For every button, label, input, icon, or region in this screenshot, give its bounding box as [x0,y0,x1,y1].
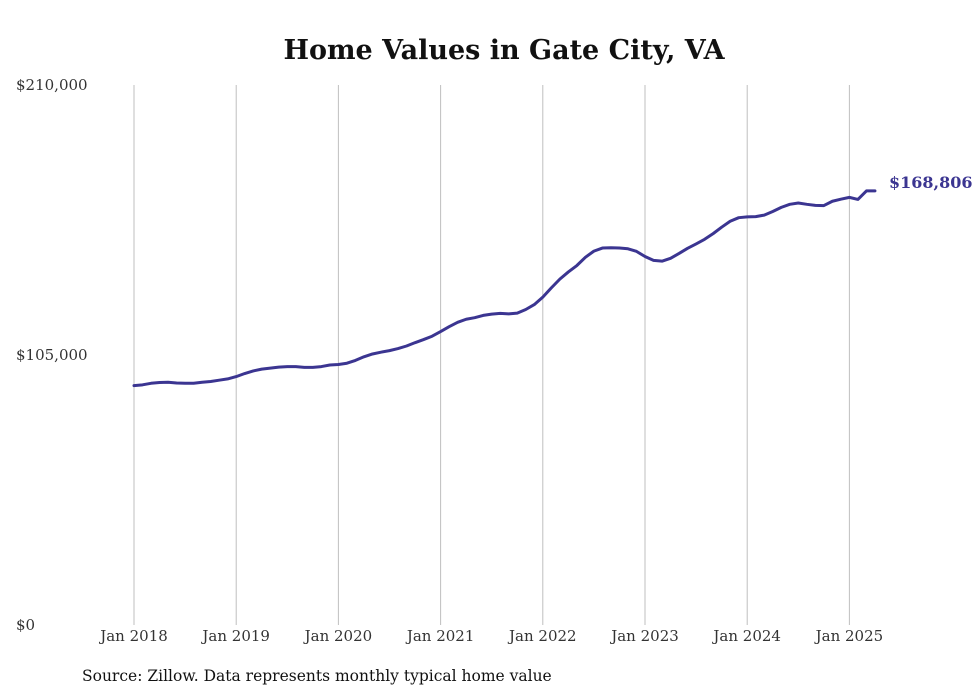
x-axis-ticks: Jan 2018 Jan 2019 Jan 2020 Jan 2021 Jan 2022… [98,627,883,645]
y-tick-label: $0 [16,616,35,634]
x-tick-label: Jan 2023 [609,627,679,645]
x-tick-label: Jan 2018 [98,627,168,645]
x-tick-label: Jan 2021 [405,627,475,645]
series-line-0 [132,189,877,388]
y-tick-label: $105,000 [16,346,88,364]
chart-title: Home Values in Gate City, VA [283,35,725,66]
x-tick-label: Jan 2020 [303,627,373,645]
x-tick-label: Jan 2019 [200,627,270,645]
x-tick-label: Jan 2025 [814,627,884,645]
x-tick-label: Jan 2022 [507,627,577,645]
end-value-label: $168,806 [889,173,973,192]
grid [133,85,850,625]
y-tick-label: $210,000 [16,76,88,94]
source-note: Source: Zillow. Data represents monthly … [82,667,552,685]
y-axis-ticks: $0 $105,000 $210,000 [16,76,88,634]
series-layer [132,189,877,388]
x-tick-label: Jan 2024 [711,627,781,645]
